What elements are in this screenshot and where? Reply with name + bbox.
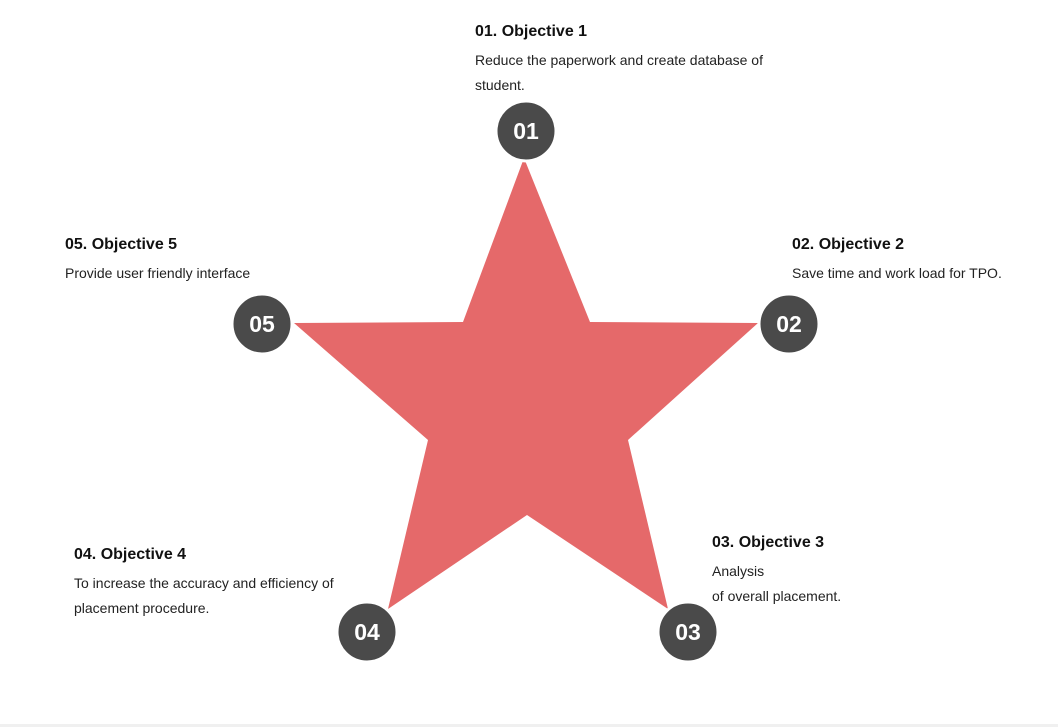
badge-04-circle (335, 600, 399, 664)
badge-04-label: 04 (354, 619, 380, 645)
objective-4-desc-line-1: To increase the accuracy and efficiency … (74, 575, 334, 591)
objective-1-desc-line-2: student. (475, 77, 525, 93)
badge-05-label: 05 (249, 311, 275, 337)
badge-03-circle (656, 600, 720, 664)
objective-3-block: 03. Objective 3 Analysis of overall plac… (712, 533, 972, 609)
badge-05-circle (230, 292, 294, 356)
badge-01-label: 01 (513, 118, 539, 144)
badge-02-circle (757, 292, 821, 356)
badge-02: 02 (757, 292, 821, 356)
objective-3-desc-line-1: Analysis (712, 563, 765, 579)
badge-01-circle (494, 99, 558, 163)
objective-3-desc: Analysis of overall placement. (712, 559, 972, 609)
objective-4-desc: To increase the accuracy and efficiency … (74, 571, 394, 621)
objective-4-block: 04. Objective 4 To increase the accuracy… (74, 545, 394, 621)
badge-01: 01 (494, 99, 558, 163)
objective-5-desc-line-1: Provide user friendly interface (65, 265, 251, 281)
objective-1-block: 01. Objective 1 Reduce the paperwork and… (475, 22, 815, 98)
objective-5-title: 05. Objective 5 (65, 236, 178, 253)
badge-03-label: 03 (675, 619, 701, 645)
bottom-divider (0, 724, 1058, 727)
objective-3-desc-line-2: of overall placement. (712, 588, 842, 604)
badge-02-label: 02 (776, 311, 802, 337)
objective-1-desc-line-1: Reduce the paperwork and create database… (475, 52, 763, 68)
objective-1-desc: Reduce the paperwork and create database… (475, 48, 815, 98)
star-shape (294, 158, 758, 609)
objective-5-block: 05. Objective 5 Provide user friendly in… (65, 235, 325, 286)
objective-2-desc-line-1: Save time and work load for TPO. (792, 265, 1002, 281)
objective-2-desc: Save time and work load for TPO. (792, 261, 1052, 286)
objective-2-block: 02. Objective 2 Save time and work load … (792, 235, 1052, 286)
objective-3-title: 03. Objective 3 (712, 534, 825, 551)
objective-1-title: 01. Objective 1 (475, 23, 588, 40)
objective-2-title: 02. Objective 2 (792, 236, 905, 253)
badge-04: 04 (335, 600, 399, 664)
objective-4-desc-line-2: placement procedure. (74, 600, 210, 616)
objective-5-desc: Provide user friendly interface (65, 261, 325, 286)
badge-03: 03 (656, 600, 720, 664)
badge-05: 05 (230, 292, 294, 356)
objective-4-title: 04. Objective 4 (74, 546, 187, 563)
